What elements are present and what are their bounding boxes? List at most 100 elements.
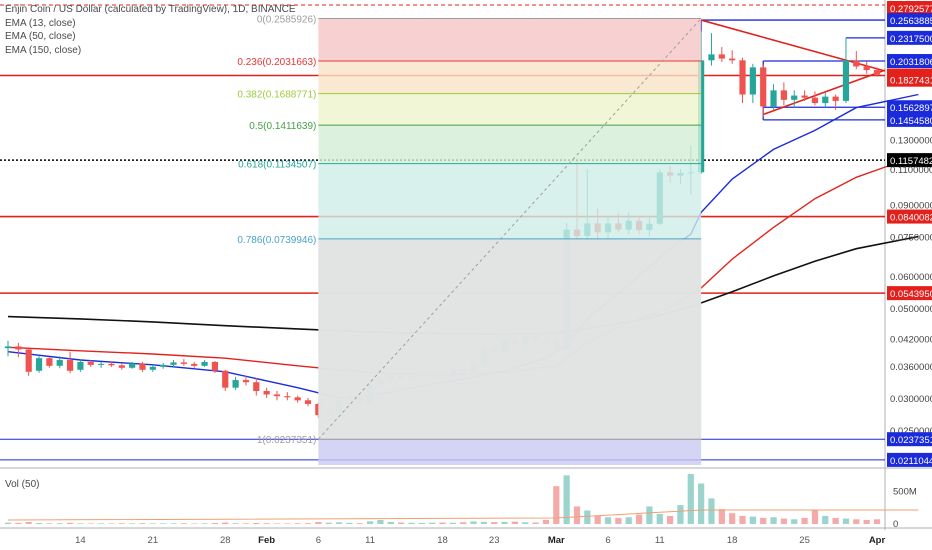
candle-body[interactable] (760, 67, 767, 107)
candle-body[interactable] (822, 96, 829, 104)
volume-bar (522, 522, 529, 524)
chart-title: Enjin Coin / US Dollar (calculated by Tr… (5, 4, 296, 15)
time-tick: 25 (799, 535, 810, 546)
chart-legend: Enjin Coin / US Dollar (calculated by Tr… (5, 3, 296, 57)
volume-bar (749, 516, 756, 524)
time-tick: Mar (548, 535, 565, 546)
fib-zone (318, 18, 702, 62)
candle-body[interactable] (35, 358, 43, 371)
volume-bar (356, 523, 363, 524)
volume-bar (718, 509, 725, 524)
candle-body[interactable] (77, 361, 84, 370)
candle-body[interactable] (139, 363, 146, 370)
volume-bar (480, 521, 487, 524)
fib-trendline (317, 18, 702, 440)
volume-bar (460, 522, 467, 524)
volume-bar (646, 506, 653, 524)
time-tick: 23 (489, 535, 500, 546)
volume-legend: Vol (50) (5, 479, 40, 490)
candle-body[interactable] (191, 363, 198, 366)
candle-body[interactable] (749, 67, 756, 95)
price-label-bg (887, 153, 932, 168)
candle-body[interactable] (222, 370, 229, 388)
candle-body[interactable] (729, 58, 736, 61)
volume-bar (791, 519, 798, 524)
indicator-ema50[interactable]: EMA (50, close) (5, 31, 76, 42)
candle-body[interactable] (98, 363, 105, 365)
candle-body[interactable] (832, 96, 839, 101)
candle-body[interactable] (842, 60, 850, 101)
volume-bar (801, 517, 808, 524)
volume-bar (304, 523, 312, 524)
volume-bar (346, 522, 353, 524)
volume-bar (325, 522, 332, 524)
candle-body[interactable] (211, 361, 219, 371)
candle-body[interactable] (201, 361, 208, 366)
volume-bar (584, 510, 591, 524)
candle-body[interactable] (118, 365, 125, 368)
candle-body[interactable] (708, 54, 715, 61)
volume-bar (25, 521, 32, 524)
candle-body[interactable] (25, 349, 32, 372)
candle-body[interactable] (873, 70, 881, 75)
price-tick: 0.0250000 (890, 426, 932, 437)
candle-body[interactable] (232, 380, 239, 388)
volume-ma-line (7, 509, 919, 521)
price-tick: 0.0300000 (890, 394, 932, 405)
candle-body[interactable] (180, 362, 187, 364)
candle-body[interactable] (56, 360, 63, 366)
candle-body[interactable] (801, 95, 808, 98)
candle-body[interactable] (149, 366, 156, 370)
indicator-ema150[interactable]: EMA (150, close) (5, 44, 82, 56)
candle-body[interactable] (108, 363, 115, 366)
candle-body[interactable] (304, 400, 312, 404)
candle-body[interactable] (853, 60, 860, 67)
candle-body[interactable] (263, 391, 270, 395)
candle-body[interactable] (66, 360, 74, 371)
fib-zone (318, 163, 702, 239)
fib-zone-gray (318, 238, 702, 440)
fib-level-label: 0.5(0.1411639) (249, 121, 316, 132)
indicator-ema13[interactable]: EMA (13, close) (5, 17, 76, 29)
price-tick: 0.0600000 (890, 272, 932, 283)
candle-body[interactable] (780, 90, 787, 100)
candle-body[interactable] (4, 346, 12, 349)
candle-body[interactable] (863, 66, 870, 71)
volume-bar (553, 486, 560, 524)
candle-body[interactable] (87, 361, 94, 365)
volume-bar (729, 513, 736, 524)
volume-bar (511, 521, 519, 524)
candle-body[interactable] (129, 363, 136, 368)
volume-bar (563, 475, 570, 524)
volume-bar (594, 515, 601, 524)
candle-body[interactable] (273, 394, 281, 397)
candle-body[interactable] (718, 54, 725, 59)
volume-bar (853, 519, 860, 524)
fib-level-label: 0(0.2585926) (257, 15, 317, 26)
candle-body[interactable] (242, 380, 250, 383)
candle-body[interactable] (739, 60, 746, 95)
volume-bar (222, 522, 229, 524)
candle-body[interactable] (46, 358, 53, 366)
volume-bar (253, 522, 260, 524)
price-tick: 0.1100000 (890, 165, 932, 176)
candle-body[interactable] (284, 396, 291, 398)
candle-body[interactable] (160, 364, 167, 367)
candle-body[interactable] (811, 97, 819, 104)
candle-body[interactable] (791, 95, 798, 100)
volume-bar (470, 521, 477, 524)
volume-bar (656, 513, 663, 524)
time-axis[interactable]: 14 21 28 Feb 6 11 18 23 Mar 6 11 18 25 Apr (75, 535, 885, 546)
price-label-bg (887, 1, 932, 15)
candle-body[interactable] (170, 362, 177, 365)
triangle-lower-trendline[interactable] (762, 69, 886, 116)
candle-body[interactable] (253, 382, 260, 392)
candle-body[interactable] (770, 90, 777, 107)
price-label-bg (887, 209, 932, 224)
candle-body[interactable] (15, 346, 22, 350)
volume-bar (398, 522, 405, 524)
candle-body[interactable] (294, 397, 301, 401)
time-tick: 14 (75, 535, 86, 546)
